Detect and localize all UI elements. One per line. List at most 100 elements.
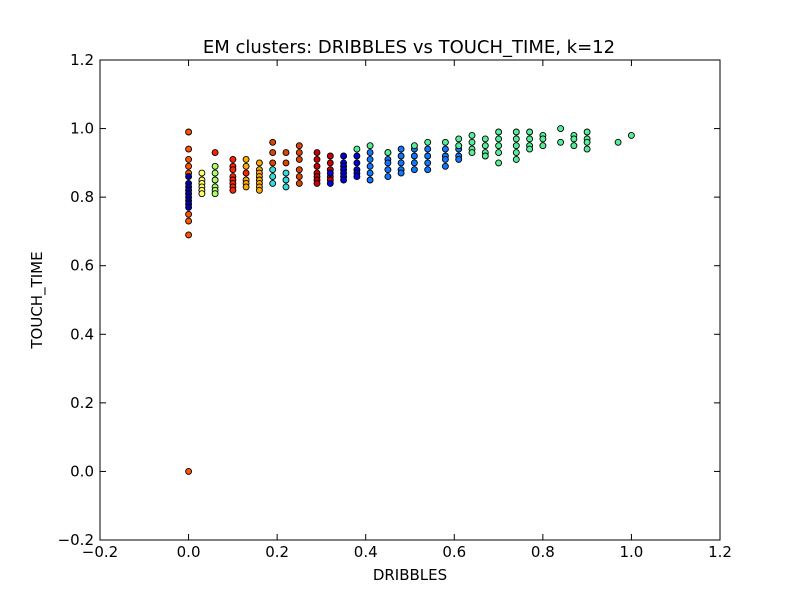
cluster-6 [242,155,263,194]
data-point [255,159,263,167]
data-point [557,125,565,133]
data-point [211,176,219,184]
data-point [397,145,405,153]
x-tick-label: 1.0 [619,543,643,561]
cluster-9 [313,149,334,187]
data-point [313,149,321,157]
data-point [512,128,520,136]
data-point [242,162,250,170]
data-point [295,173,303,181]
chart-title: EM clusters: DRIBBLES vs TOUCH_TIME, k=1… [203,37,615,58]
data-point [242,183,250,191]
x-tick-label: 0.0 [177,543,201,561]
data-point [269,149,277,157]
data-point [353,173,361,181]
x-tick-label: 0.4 [354,543,378,561]
data-point [295,155,303,163]
data-point [326,179,334,187]
y-tick-label: 0.0 [70,462,94,480]
data-point [269,166,277,174]
data-point [185,155,193,163]
data-point [397,169,405,177]
data-point [185,173,193,181]
cluster-12 [353,125,635,167]
data-point [441,155,449,163]
x-tick-label: 1.2 [708,543,732,561]
data-point [269,159,277,167]
data-point [366,142,374,150]
data-point [539,142,547,150]
data-point [526,145,534,153]
data-point [397,159,405,167]
data-point [366,162,374,170]
data-point [424,159,432,167]
plot-frame [99,59,721,541]
data-point [185,210,193,218]
data-point [295,179,303,187]
data-point [326,152,334,160]
data-point [384,166,392,174]
data-point [366,169,374,177]
cluster-7 [269,166,290,191]
x-tick-label: 0.8 [531,543,555,561]
data-point [282,176,290,184]
cluster-5 [211,149,250,194]
data-point [340,152,348,160]
data-point [211,162,219,170]
data-point [269,138,277,146]
data-point [295,166,303,174]
data-point [313,162,321,170]
data-point [410,152,418,160]
cluster-3 [198,169,206,198]
y-tick-label: 0.6 [70,257,94,275]
cluster-8 [269,138,303,187]
data-point [424,138,432,146]
y-axis-label: TOUCH_TIME [28,251,47,349]
data-point [198,190,206,198]
data-point [441,138,449,146]
data-point [313,179,321,187]
points-layer [185,125,635,475]
data-point [198,169,206,177]
data-point [185,231,193,239]
data-point [185,128,193,136]
data-point [424,145,432,153]
data-point [614,138,622,146]
data-point [353,152,361,160]
data-point [282,183,290,191]
data-point [468,138,476,146]
cluster-10 [326,152,361,187]
data-point [384,173,392,181]
data-point [269,173,277,181]
data-point [481,135,489,143]
y-tick-label: 0.2 [70,394,94,412]
y-tick-label: 0.4 [70,325,94,343]
data-point [410,142,418,150]
x-axis: −0.2 0.0 0.2 0.4 0.6 0.8 1.0 1.2 [82,60,732,561]
data-point [295,142,303,150]
cluster-4 [211,162,219,198]
data-point [570,135,578,143]
cluster-2 [185,173,193,211]
data-point [242,169,250,177]
data-point [495,159,503,167]
data-point [185,145,193,153]
data-point [282,159,290,167]
data-point [583,128,591,136]
data-point [366,155,374,163]
data-point [526,128,534,136]
data-point [313,155,321,163]
data-point [512,142,520,150]
y-tick-label: 1.2 [70,51,94,69]
data-point [410,166,418,174]
x-tick-label: −0.2 [82,543,118,561]
data-point [495,135,503,143]
data-point [295,149,303,157]
data-point [455,155,463,163]
data-point [570,142,578,150]
cluster-11 [366,145,463,184]
data-point [185,203,193,211]
data-point [481,152,489,160]
data-point [627,131,635,139]
